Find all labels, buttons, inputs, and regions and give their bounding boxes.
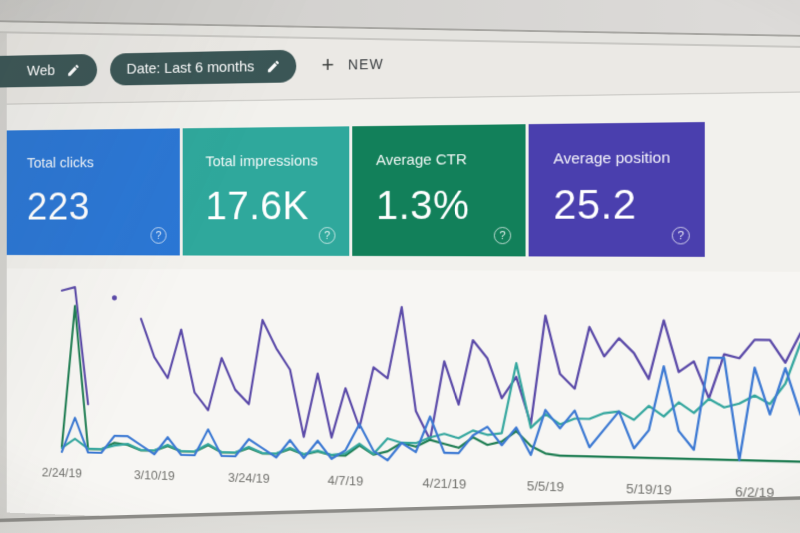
performance-chart-panel: 2/24/19 3/10/19 3/24/19 4/7/19 4/21/19 5/5/19… [6,268,800,533]
plus-icon: + [321,51,335,77]
metric-card-average-position[interactable]: Average position 25.2 ? [528,122,705,257]
x-tick-label: 3/10/19 [134,468,175,483]
metric-value: 1.3% [376,183,470,229]
x-tick-label: 4/21/19 [423,476,467,492]
x-tick-label: 4/7/19 [328,473,364,488]
metric-card-total-clicks[interactable]: Total clicks 223 ? [6,128,180,256]
x-tick-label: 5/19/19 [626,482,672,498]
series-line-total-impressions [62,334,800,468]
x-tick-label: 2/24/19 [42,465,82,480]
metric-label: Average position [553,149,671,168]
metric-value: 17.6K [205,184,309,229]
new-filter-button[interactable]: + NEW [321,51,384,77]
metrics-strip: Total clicks 223 ? Total impressions 17.… [6,91,800,273]
metric-label: Average CTR [376,151,467,170]
new-button-label: NEW [347,55,384,73]
monitor-screen: Web Date: Last 6 months + NEW Total clic [0,8,800,533]
metric-value: 223 [26,185,90,229]
metric-label: Total impressions [205,152,318,171]
help-icon[interactable]: ? [493,226,512,245]
x-tick-label: 5/5/19 [527,479,564,495]
filter-chip-date[interactable]: Date: Last 6 months [109,49,297,86]
performance-chart: 2/24/19 3/10/19 3/24/19 4/7/19 4/21/19 5/5/19… [42,268,800,501]
date-chip-label: Date: Last 6 months [126,57,255,78]
web-chip-label: Web [26,61,55,79]
metric-card-average-ctr[interactable]: Average CTR 1.3% ? [352,124,526,257]
help-icon[interactable]: ? [150,227,167,244]
help-icon[interactable]: ? [671,226,690,245]
edit-pencil-icon[interactable] [266,58,281,73]
x-tick-label: 3/24/19 [228,471,270,486]
series-point-average-position [112,295,117,301]
metric-label: Total clicks [26,154,94,172]
filter-toolbar: Web Date: Last 6 months + NEW [0,8,800,104]
metric-value: 25.2 [553,182,637,228]
edit-pencil-icon[interactable] [66,62,80,77]
metric-card-total-impressions[interactable]: Total impressions 17.6K ? [182,126,350,256]
help-icon[interactable]: ? [318,227,336,244]
filter-chip-web[interactable]: Web [0,53,97,88]
series-line-average-position [62,287,88,404]
series-line-average-position [141,305,800,449]
metric-cards-row: Total clicks 223 ? Total impressions 17.… [6,120,800,257]
